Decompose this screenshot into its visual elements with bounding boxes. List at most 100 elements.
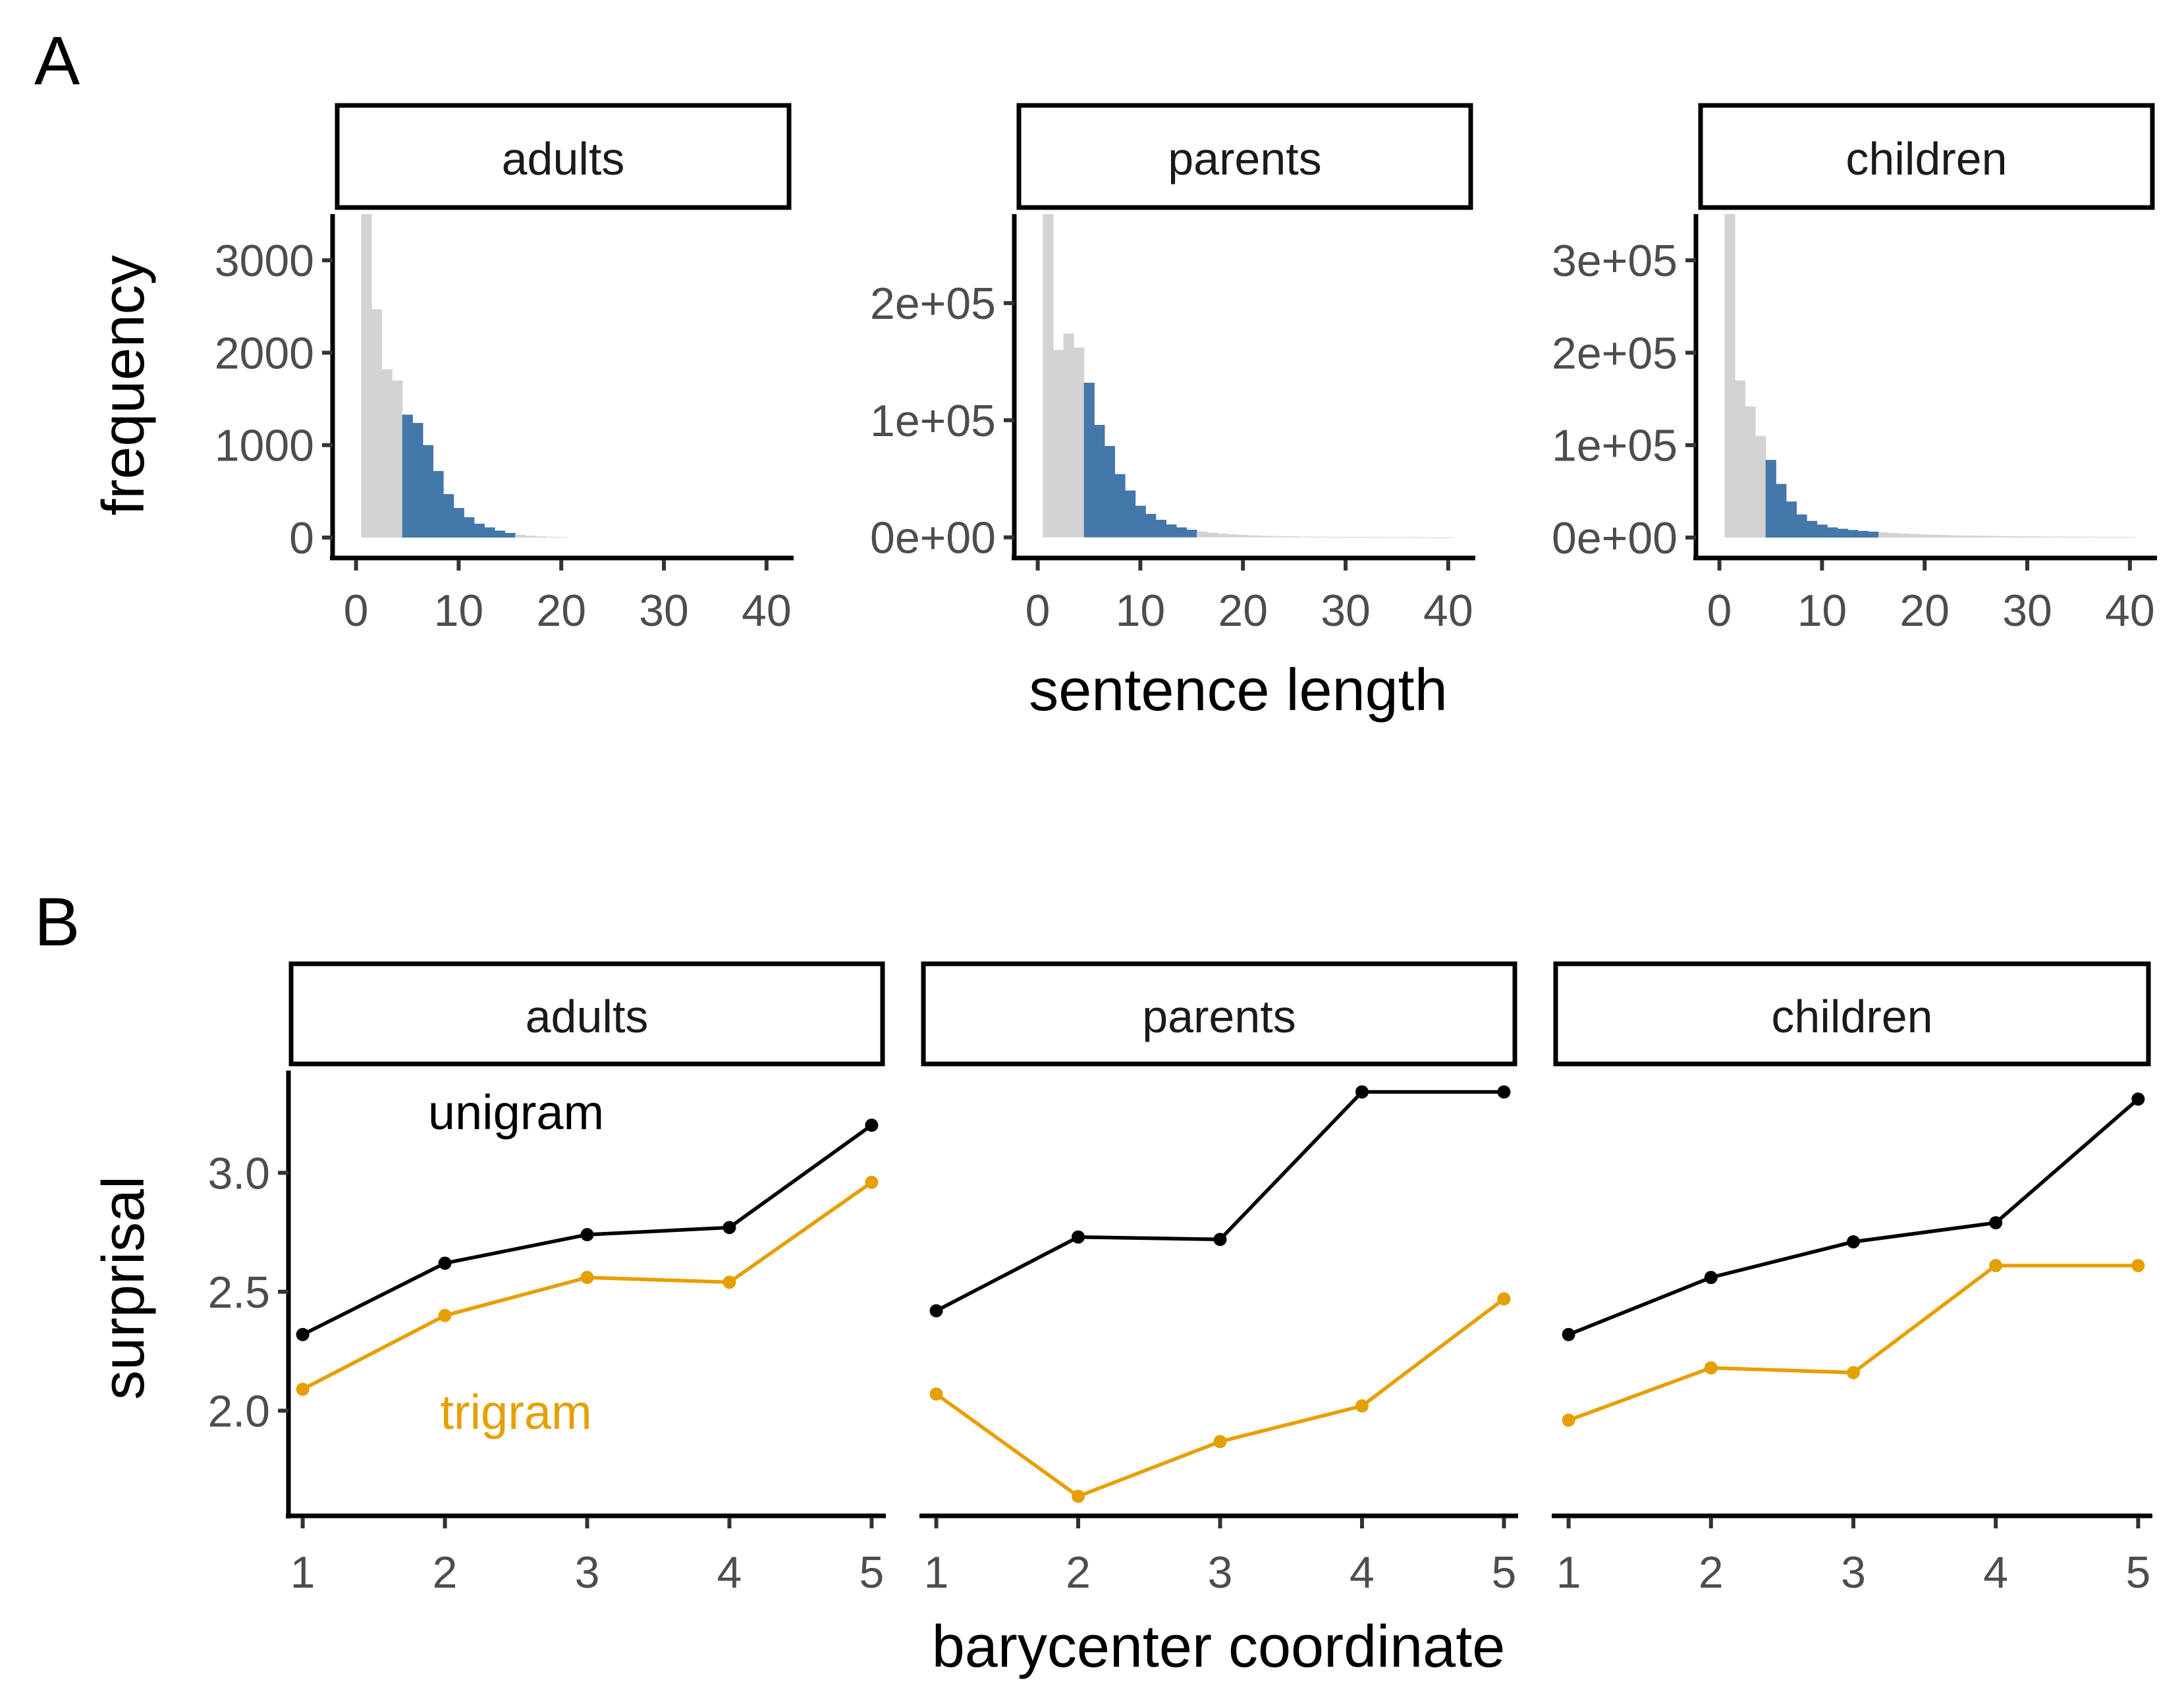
- x-tick-label: 4: [1350, 1547, 1375, 1598]
- x-tick-label: 1: [290, 1547, 315, 1598]
- facet-strip-label: adults: [502, 133, 625, 184]
- histogram-bar: [1186, 530, 1197, 538]
- trigram-point: [1562, 1413, 1575, 1427]
- unigram-point: [723, 1221, 736, 1235]
- histogram-bar: [1350, 537, 1361, 538]
- histogram-bar: [1135, 505, 1146, 538]
- panel-b-y-axis-title: surprisal: [91, 1176, 157, 1400]
- histogram-bar: [1868, 531, 1879, 538]
- facet-parents: parents 0e+00 1e+05 2e+05 0 10 20 30 40: [870, 103, 1475, 636]
- histogram-bar: [422, 445, 434, 538]
- facet-adults: adults 2.0 2.5 3.0 1 2 3 4 5 unigram trigram: [207, 961, 886, 1598]
- histogram-bar: [2063, 536, 2074, 538]
- trigram-point: [438, 1308, 452, 1322]
- trigram-point: [1497, 1292, 1511, 1306]
- x-tick-label: 4: [717, 1547, 742, 1598]
- panel-b-x-axis-title: barycenter coordinate: [932, 1614, 1506, 1680]
- histogram-bar: [2032, 536, 2043, 538]
- histogram-bar: [1381, 537, 1392, 538]
- histogram-bar: [1227, 534, 1239, 538]
- histogram-bar: [453, 508, 464, 538]
- x-tick-label: 1: [924, 1547, 949, 1598]
- x-tick-label: 2: [1066, 1547, 1091, 1598]
- histogram-bar: [1816, 524, 1828, 538]
- y-tick-label: 2000: [215, 328, 314, 378]
- histogram-bar: [505, 532, 516, 538]
- trigram-point: [1847, 1366, 1860, 1379]
- trigram-point: [580, 1271, 594, 1285]
- facet-strip: [1698, 103, 2155, 210]
- histogram-bar: [1878, 532, 1890, 538]
- x-tick-label: 5: [859, 1547, 884, 1598]
- panel-a-y-axis-title: frequency: [91, 255, 157, 515]
- unigram-point: [865, 1119, 879, 1132]
- histogram-bar: [1278, 536, 1290, 538]
- histogram-bar: [1340, 537, 1351, 538]
- y-tick-label: 2.5: [207, 1267, 270, 1318]
- histogram-bar: [1899, 533, 1910, 538]
- x-tick-label: 40: [1423, 586, 1473, 636]
- trigram-line: [1568, 1264, 2139, 1422]
- histogram-bar: [1796, 514, 1807, 538]
- trigram-point: [865, 1175, 879, 1189]
- unigram-point: [1497, 1085, 1511, 1099]
- histogram-bar: [1155, 520, 1166, 538]
- histogram-bar: [1166, 524, 1177, 538]
- histogram-bar: [1269, 536, 1280, 538]
- facet-strip-label: parents: [1168, 133, 1321, 184]
- histogram-bar: [2052, 536, 2064, 538]
- histogram-bar: [1755, 435, 1766, 538]
- histogram-bar: [2104, 536, 2116, 538]
- histogram-bar: [1207, 532, 1218, 538]
- histogram-bar: [2114, 537, 2125, 538]
- x-tick-label: 30: [1321, 586, 1371, 636]
- histogram-bar: [1745, 406, 1756, 538]
- y-tick-label: 3.0: [207, 1148, 270, 1198]
- annotation-trigram: trigram: [440, 1385, 591, 1439]
- histogram-bar: [361, 214, 372, 538]
- unigram-point: [929, 1304, 943, 1318]
- histogram-bar: [484, 527, 495, 538]
- histogram-bar: [1776, 484, 1787, 538]
- histogram-bar: [1847, 530, 1859, 538]
- histogram-bar: [443, 494, 454, 538]
- histogram-bar: [525, 536, 536, 538]
- x-tick-label: 10: [1797, 586, 1847, 636]
- histogram-bar: [381, 369, 393, 538]
- y-tick-label: 2e+05: [1552, 328, 1678, 378]
- histogram-bar: [2002, 536, 2013, 538]
- trigram-point: [2131, 1259, 2145, 1273]
- histogram-bar: [1289, 536, 1300, 538]
- facet-adults: adults 0 1000 2000 3000 0 10 20 30 40: [215, 103, 794, 636]
- histogram-bar: [1371, 537, 1382, 538]
- annotation-unigram: unigram: [428, 1085, 604, 1140]
- histogram-bar: [1940, 535, 1951, 538]
- histogram-bar: [1888, 533, 1899, 538]
- histogram-bar: [1238, 534, 1249, 538]
- facet-strip-label: children: [1845, 133, 2007, 184]
- histogram-bar: [1950, 535, 1961, 538]
- facet-strip-label: adults: [526, 991, 649, 1042]
- histogram-bar: [556, 537, 567, 538]
- unigram-point: [1213, 1233, 1227, 1246]
- x-tick-label: 40: [742, 586, 792, 636]
- unigram-point: [2131, 1092, 2145, 1106]
- facet-strip: [1553, 961, 2151, 1067]
- histogram-bar: [2042, 536, 2054, 538]
- histogram-bar: [1991, 536, 2002, 538]
- x-tick-label: 30: [2002, 586, 2052, 636]
- x-tick-label: 20: [536, 586, 586, 636]
- x-tick-label: 5: [1492, 1547, 1517, 1598]
- histogram-bar: [1104, 446, 1116, 538]
- histogram-bar: [1765, 460, 1776, 538]
- y-tick-label: 0e+00: [870, 513, 996, 563]
- x-tick-label: 3: [575, 1547, 600, 1598]
- histogram-bar: [2094, 536, 2105, 538]
- x-tick-label: 3: [1208, 1547, 1233, 1598]
- facet-children: children 1 2 3 4 5: [1552, 961, 2152, 1598]
- histogram-bar: [1930, 534, 1941, 538]
- unigram-point: [1704, 1271, 1718, 1285]
- unigram-line: [1568, 1098, 2140, 1337]
